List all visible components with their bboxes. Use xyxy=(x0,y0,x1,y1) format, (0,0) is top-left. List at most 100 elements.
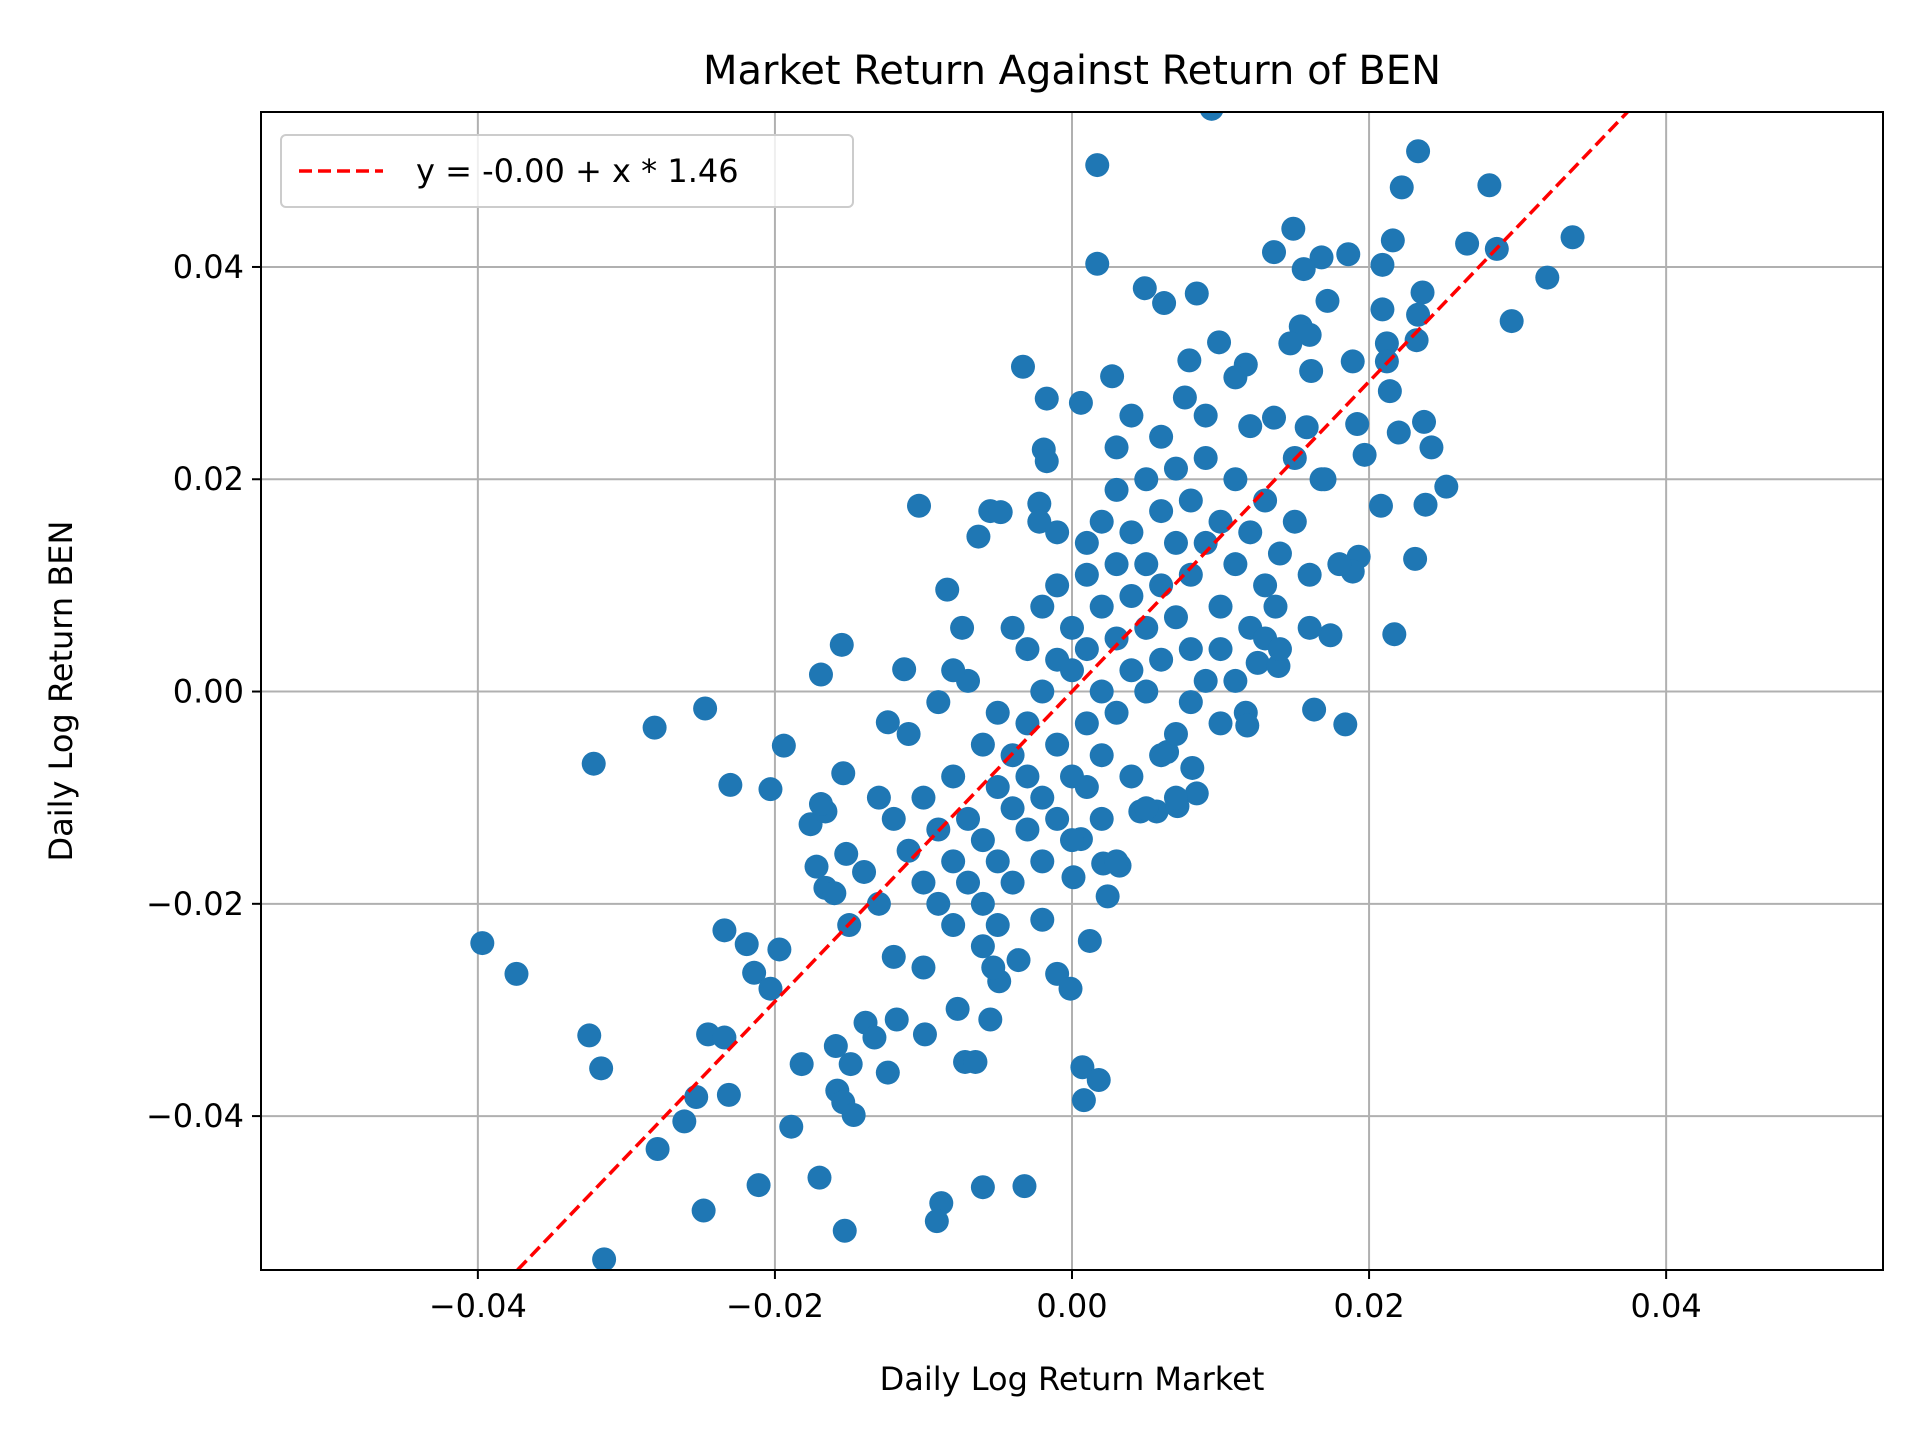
data-point xyxy=(1070,1055,1095,1080)
data-point xyxy=(1089,743,1114,768)
data-point xyxy=(712,1025,737,1050)
data-point xyxy=(1119,520,1144,545)
data-point xyxy=(1086,1068,1111,1093)
data-point xyxy=(1104,435,1129,460)
data-point xyxy=(1382,622,1407,647)
data-point xyxy=(642,715,667,740)
data-point xyxy=(1374,331,1399,356)
data-point xyxy=(1134,615,1159,640)
data-point xyxy=(1535,265,1560,290)
data-point xyxy=(1262,405,1287,430)
data-point xyxy=(1163,785,1188,810)
data-point xyxy=(1104,849,1129,874)
data-point xyxy=(1134,796,1159,821)
data-point xyxy=(1177,348,1202,373)
data-point xyxy=(1030,907,1055,932)
data-point xyxy=(1370,297,1395,322)
data-point xyxy=(866,785,891,810)
data-point xyxy=(912,1022,937,1047)
data-point xyxy=(1119,403,1144,428)
data-point xyxy=(1419,435,1444,460)
data-point xyxy=(838,1052,863,1077)
data-point xyxy=(712,918,737,943)
data-point xyxy=(862,1025,887,1050)
data-point xyxy=(1499,309,1524,334)
data-point xyxy=(1404,328,1429,353)
data-point xyxy=(985,700,1010,725)
data-point xyxy=(1134,552,1159,577)
data-point xyxy=(1340,349,1365,374)
data-point xyxy=(577,1023,602,1048)
data-point xyxy=(1178,488,1203,513)
data-point xyxy=(1238,520,1263,545)
data-point xyxy=(1089,679,1114,704)
data-point xyxy=(1377,379,1402,404)
x-tick-label: 0.02 xyxy=(1333,1287,1404,1325)
data-point xyxy=(834,841,859,866)
data-point xyxy=(881,806,906,831)
fit-line xyxy=(516,112,1629,1270)
data-point xyxy=(1045,806,1070,831)
data-point xyxy=(1413,492,1438,517)
data-point xyxy=(1085,153,1110,178)
data-point xyxy=(1282,509,1307,534)
data-point xyxy=(808,662,833,687)
data-point xyxy=(1267,637,1292,662)
data-point xyxy=(771,733,796,758)
data-point xyxy=(1410,280,1435,305)
data-point xyxy=(1015,817,1040,842)
data-point xyxy=(1172,385,1197,410)
data-point xyxy=(941,913,966,938)
data-point xyxy=(691,1198,716,1223)
data-point xyxy=(1034,449,1059,474)
data-point xyxy=(1262,240,1287,265)
data-point xyxy=(1104,700,1129,725)
data-point xyxy=(924,1209,949,1234)
data-point xyxy=(1178,562,1203,587)
data-point xyxy=(1061,865,1086,890)
data-point xyxy=(935,577,960,602)
data-point xyxy=(1333,712,1358,737)
data-point xyxy=(1074,711,1099,736)
data-point xyxy=(1119,764,1144,789)
data-point xyxy=(966,524,991,549)
scatter-points xyxy=(470,112,1585,1270)
data-point xyxy=(1045,520,1070,545)
data-point xyxy=(1477,173,1502,198)
data-point xyxy=(734,932,759,957)
data-point xyxy=(1012,1174,1037,1199)
data-point xyxy=(1281,216,1306,241)
data-point xyxy=(1034,386,1059,411)
data-point xyxy=(1253,573,1278,598)
data-point xyxy=(1074,637,1099,662)
data-point xyxy=(1030,785,1055,810)
data-point xyxy=(1434,474,1459,499)
data-point xyxy=(1455,231,1480,256)
data-point xyxy=(1119,584,1144,609)
y-axis-label: Daily Log Return BEN xyxy=(42,521,80,862)
data-point xyxy=(1149,573,1174,598)
data-point xyxy=(896,721,921,746)
data-point xyxy=(1134,467,1159,492)
data-point xyxy=(1045,732,1070,757)
data-point xyxy=(956,870,981,895)
data-point xyxy=(1406,302,1431,327)
data-point xyxy=(1060,828,1084,853)
data-point xyxy=(1089,594,1114,619)
data-point xyxy=(852,859,877,884)
axis-ticks: −0.04 −0.02 0.00 0.02 0.04 −0.04 −0.02 0.00 0.02… xyxy=(146,248,1702,1325)
data-point xyxy=(926,891,951,916)
data-point xyxy=(779,1114,804,1139)
data-point xyxy=(1406,139,1431,164)
data-point xyxy=(1184,781,1209,806)
data-point xyxy=(1223,467,1248,492)
data-point xyxy=(978,1007,1003,1032)
data-point xyxy=(1318,623,1343,648)
data-point xyxy=(808,792,833,817)
x-tick-label: −0.04 xyxy=(429,1287,527,1325)
data-point xyxy=(1149,743,1174,768)
data-point xyxy=(1560,225,1585,250)
data-point xyxy=(1178,637,1203,662)
data-point xyxy=(970,934,995,959)
data-point xyxy=(1412,409,1437,434)
